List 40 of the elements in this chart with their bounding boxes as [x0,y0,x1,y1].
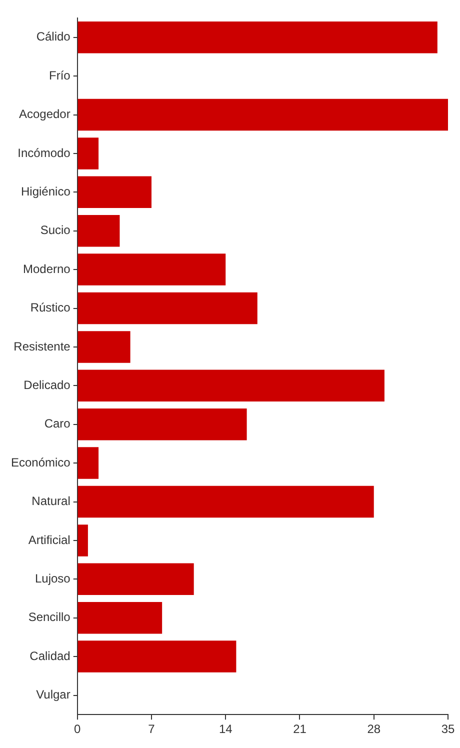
bar [78,98,448,131]
x-tick-label: 14 [218,722,233,736]
bar [78,486,374,518]
y-tick-label: Natural [32,494,70,508]
y-tick-label: Caro [44,416,71,431]
bar [78,447,99,479]
y-tick-label: Higiénico [21,184,71,198]
bar [78,331,130,363]
bar [78,176,152,208]
bar [78,524,88,556]
y-tick-label: Vulgar [36,688,70,702]
bar [78,214,120,247]
bar [78,138,99,170]
y-tick-label: Delicado [24,378,71,392]
y-tick-label: Rústico [30,300,71,315]
y-tick-label: Lujoso [34,571,71,586]
y-tick-label: Acogedor [18,107,70,122]
y-tick-label: Artificial [28,532,70,547]
bar [78,254,226,286]
x-tick-label: 0 [74,722,82,736]
bar [78,292,258,324]
bar [78,563,194,596]
bar [78,408,247,440]
y-tick-label: Calidad [30,648,70,663]
y-tick-label: Incómodo [18,146,71,160]
y-tick-label: Sencillo [28,610,71,624]
bar [78,640,236,672]
x-tick-label: 35 [441,722,455,736]
x-tick-label: 28 [367,722,381,736]
y-tick-label: Sucio [40,223,71,238]
y-tick-label: Cálido [36,30,71,44]
y-tick-label: Moderno [22,262,71,276]
bar [78,602,162,634]
bar [78,370,384,402]
bar [78,21,438,54]
y-tick-label: Frío [49,68,71,82]
y-tick-label: Resistente [14,339,71,354]
x-tick-label: 21 [293,722,307,736]
x-tick-label: 7 [148,722,156,736]
y-tick-label: Económico [10,455,71,470]
